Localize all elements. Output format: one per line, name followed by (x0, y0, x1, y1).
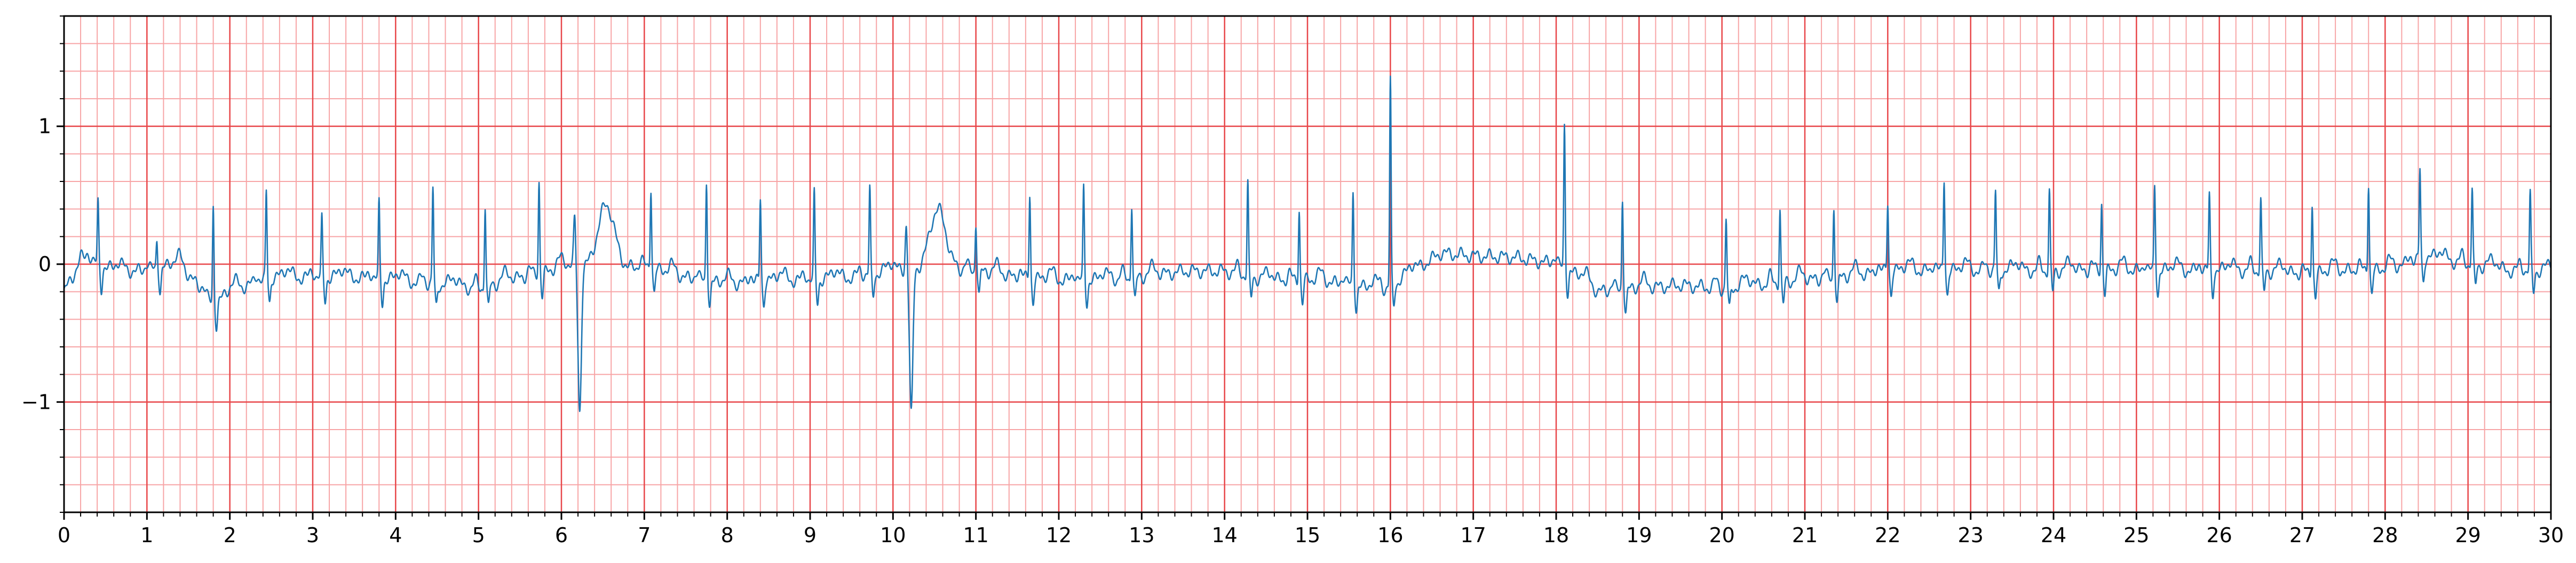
x-tick-label: 12 (1046, 524, 1072, 547)
x-tick-label: 22 (1875, 524, 1900, 547)
x-tick-label: 7 (638, 524, 651, 547)
tick-labels-layer: 0 1 2 3 4 5 6 7 8 9 10 11 12 13 14 15 16 17 18 19 20 21 22 23 24… (21, 115, 2564, 547)
x-tick-label: 8 (721, 524, 734, 547)
x-tick-label: 9 (804, 524, 817, 547)
x-tick-label: 3 (306, 524, 319, 547)
x-tick-label: 30 (2538, 524, 2564, 547)
x-tick-label: 18 (1543, 524, 1569, 547)
x-tick-label: 11 (963, 524, 988, 547)
x-tick-label: 17 (1460, 524, 1486, 547)
x-tick-label: 6 (555, 524, 568, 547)
y-tick-label: 1 (38, 115, 51, 138)
x-tick-label: 4 (389, 524, 402, 547)
ecg-trace-line (63, 75, 2552, 413)
y-tick-label: −1 (21, 390, 51, 414)
x-tick-label: 15 (1295, 524, 1320, 547)
x-tick-label: 24 (2041, 524, 2066, 547)
x-tick-label: 28 (2372, 524, 2398, 547)
x-tick-label: 1 (140, 524, 153, 547)
x-tick-label: 27 (2289, 524, 2315, 547)
ticks-layer (57, 15, 2552, 520)
ecg-trace-layer (63, 75, 2552, 413)
y-tick-label: 0 (38, 252, 51, 276)
x-tick-label: 29 (2455, 524, 2480, 547)
x-tick-label: 2 (224, 524, 236, 547)
x-tick-label: 26 (2206, 524, 2232, 547)
x-tick-label: 20 (1709, 524, 1734, 547)
x-tick-label: 16 (1377, 524, 1403, 547)
x-tick-label: 10 (880, 524, 906, 547)
x-tick-label: 21 (1792, 524, 1818, 547)
x-tick-label: 0 (58, 524, 70, 547)
x-tick-label: 13 (1129, 524, 1154, 547)
x-tick-label: 25 (2123, 524, 2149, 547)
x-tick-label: 19 (1626, 524, 1652, 547)
x-tick-label: 23 (1957, 524, 1983, 547)
x-tick-label: 14 (1211, 524, 1237, 547)
x-tick-label: 5 (472, 524, 485, 547)
